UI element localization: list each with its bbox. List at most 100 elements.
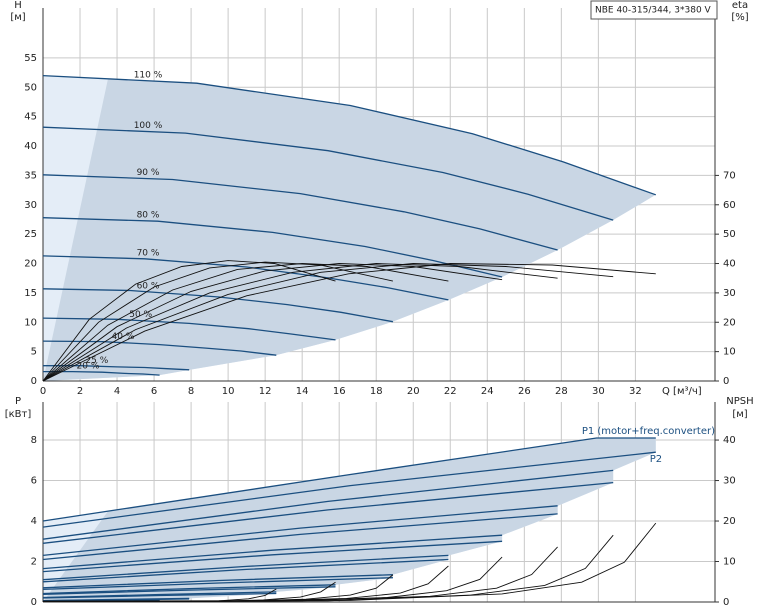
x-tick-label: 8 (188, 386, 194, 397)
curve (42, 591, 277, 599)
x-tick-label: 14 (296, 386, 309, 397)
x-tick-label: 10 (222, 386, 235, 397)
y-tick-label: 25 (24, 229, 37, 240)
x-tick-label: 28 (555, 386, 568, 397)
x-tick-label: 20 (407, 386, 420, 397)
y-tick-label: 20 (24, 259, 37, 270)
y-tick-label: 40 (24, 141, 37, 152)
aux-curve (42, 263, 503, 382)
aux-curve (42, 263, 614, 382)
x-tick-label: 32 (629, 386, 642, 397)
curve (42, 481, 614, 544)
y2-tick-label: 10 (723, 347, 736, 358)
y2-axis-title: NPSH (726, 396, 753, 407)
curve (42, 174, 558, 251)
aux-curve (43, 588, 277, 603)
y-axis-unit: [кВт] (5, 409, 32, 420)
curve-label: 90 % (137, 168, 160, 178)
curve (42, 74, 657, 196)
y-tick-label: 2 (31, 557, 37, 568)
y2-tick-label: 30 (723, 288, 736, 299)
aux-curve (42, 260, 336, 382)
y-tick-label: 8 (31, 435, 37, 446)
y2-tick-label: 30 (723, 476, 736, 487)
curve (42, 255, 449, 301)
curve-label: 25 % (85, 356, 108, 366)
curve (42, 574, 393, 589)
x-tick-label: 6 (151, 386, 157, 397)
aux-curve (42, 263, 558, 382)
curve (42, 288, 394, 323)
curve (42, 451, 656, 528)
x-tick-label: 30 (592, 386, 605, 397)
x-tick-label: 24 (481, 386, 494, 397)
y-tick-label: 6 (31, 476, 37, 487)
curve-label: 20 % (77, 361, 100, 371)
y2-tick-label: 70 (723, 170, 736, 181)
y-tick-label: 30 (24, 200, 37, 211)
curve (42, 584, 336, 595)
y2-tick-label: 10 (723, 557, 736, 568)
y-tick-label: 10 (24, 317, 37, 328)
x-tick-label: 18 (370, 386, 383, 397)
curve-label: 110 % (134, 70, 163, 80)
curve-label: 60 % (137, 281, 160, 291)
y2-tick-label: 50 (723, 229, 736, 240)
curve-label: 70 % (137, 249, 160, 259)
y2-tick-label: 40 (723, 435, 736, 446)
y-axis-unit: [м] (10, 12, 25, 23)
curve-label: 40 % (112, 332, 135, 342)
y2-tick-label: 20 (723, 317, 736, 328)
curve-label: 80 % (137, 210, 160, 220)
curve (42, 586, 336, 595)
y2-tick-label: 60 (723, 200, 736, 211)
y2-axis-unit: [м] (732, 409, 747, 420)
curve (42, 577, 393, 591)
curve (42, 126, 614, 221)
curve (42, 513, 558, 561)
x-tick-label: 12 (259, 386, 272, 397)
y-axis-title: H (14, 0, 22, 11)
title-box (590, 0, 718, 20)
curve (42, 340, 277, 356)
curve-label: P2 (650, 454, 662, 465)
y-tick-label: 55 (24, 53, 37, 64)
y2-axis-unit: [%] (731, 12, 748, 23)
curve (42, 505, 558, 557)
curve (42, 540, 503, 573)
curve (42, 469, 614, 540)
operating-area (43, 78, 656, 381)
x-tick-label: 16 (333, 386, 346, 397)
y2-tick-label: 0 (723, 597, 729, 608)
x-tick-label: 4 (114, 386, 120, 397)
x-axis-title: Q [м³/ч] (662, 386, 702, 397)
curve (42, 437, 656, 522)
x-tick-label: 0 (40, 386, 46, 397)
y-tick-label: 35 (24, 170, 37, 181)
curve (42, 217, 503, 278)
y2-tick-label: 0 (723, 376, 729, 387)
aux-curve (42, 263, 449, 382)
y2-tick-label: 20 (723, 516, 736, 527)
curve (42, 534, 503, 570)
y-tick-label: 50 (24, 82, 37, 93)
curve (42, 554, 449, 581)
aux-curve (42, 261, 393, 382)
curve-label: P1 (motor+freq.converter) (582, 426, 715, 437)
x-tick-label: 26 (518, 386, 531, 397)
curve (42, 592, 277, 599)
x-tick-label: 2 (77, 386, 83, 397)
y-tick-label: 0 (31, 376, 37, 387)
y-tick-label: 45 (24, 112, 37, 123)
y-tick-label: 15 (24, 288, 37, 299)
curve-label: 100 % (134, 121, 163, 131)
y2-axis-title: eta (732, 0, 748, 11)
chart-title: NBE 40-315/344, 3*380 V (595, 6, 712, 16)
y2-tick-label: 40 (723, 259, 736, 270)
x-tick-label: 22 (444, 386, 457, 397)
y-tick-label: 0 (31, 597, 37, 608)
curve (42, 558, 449, 583)
y-axis-title: P (15, 396, 21, 407)
y-tick-label: 5 (31, 347, 37, 358)
